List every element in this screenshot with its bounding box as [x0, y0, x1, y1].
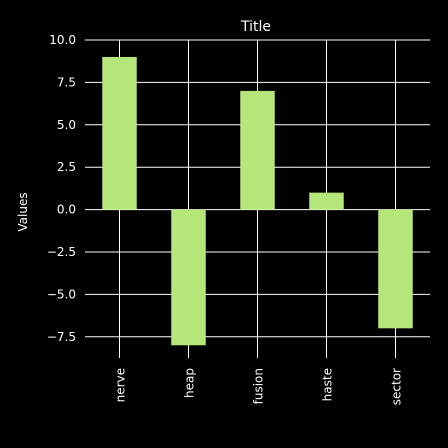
x-tick-labels: nerve heap fusion haste sector: [114, 368, 404, 405]
x-tick-label: heap: [183, 368, 197, 398]
x-tick-label: fusion: [252, 368, 266, 404]
bar-haste: [309, 192, 344, 210]
x-tick-label: sector: [390, 368, 404, 405]
y-tick-label: 2.5: [57, 160, 76, 174]
y-tick-label: 10.0: [49, 33, 76, 47]
bar-fusion: [240, 90, 275, 210]
y-tick-label: 7.5: [57, 75, 76, 89]
y-tick-label: 0.0: [57, 203, 76, 217]
bar-sector: [378, 209, 413, 329]
y-tick-label: 5.0: [57, 118, 76, 132]
y-tick-label: −5.0: [47, 287, 76, 301]
y-tick-label: −7.5: [47, 330, 76, 344]
x-tick-label: nerve: [114, 368, 128, 402]
bar-nerve: [102, 56, 137, 210]
x-tick-label: haste: [321, 368, 335, 401]
bars: [102, 56, 413, 346]
chart-title: Title: [240, 19, 271, 35]
y-axis-title: Values: [16, 192, 30, 231]
y-tick-label: −2.5: [47, 245, 76, 259]
bar-heap: [171, 209, 206, 346]
y-tick-labels: −7.5 −5.0 −2.5 0.0 2.5 5.0 7.5 10.0: [47, 33, 76, 344]
